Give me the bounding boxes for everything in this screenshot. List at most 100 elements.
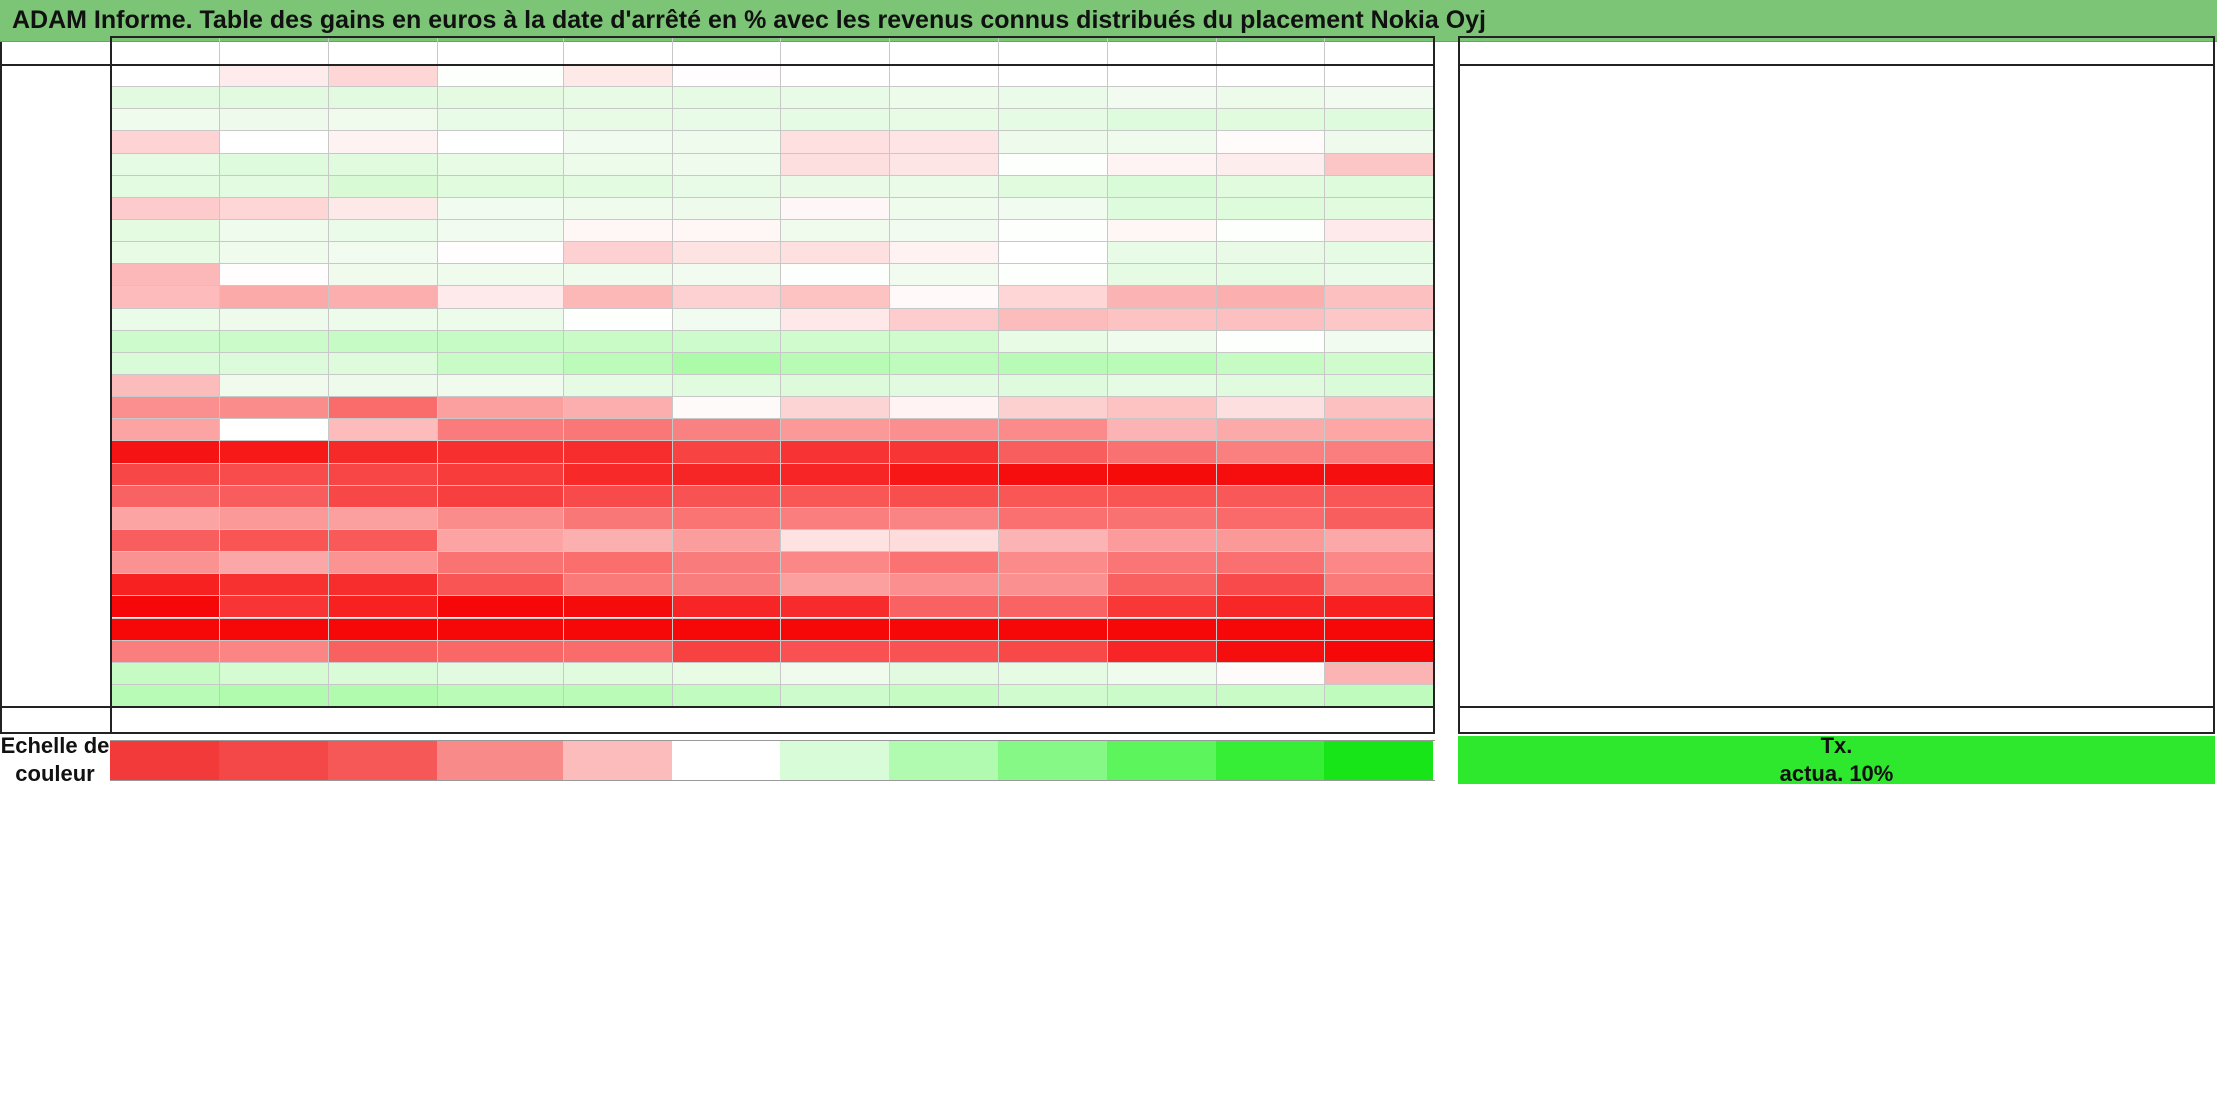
data-cell (673, 662, 780, 684)
data-cell (999, 175, 1107, 197)
data-cell (564, 242, 672, 264)
data-cell (999, 684, 1107, 707)
data-cell (329, 507, 437, 529)
data-cell (564, 684, 672, 707)
data-cell (781, 441, 889, 463)
data-cell (1108, 264, 1216, 286)
data-cell (1108, 308, 1216, 330)
data-cell (1325, 242, 1433, 264)
data-cell (1108, 485, 1216, 507)
data-cell (1108, 352, 1216, 374)
data-cell (564, 640, 672, 662)
grid-line (110, 263, 1433, 264)
data-cell (111, 330, 219, 352)
data-cell (890, 441, 998, 463)
legend-swatch (672, 740, 780, 780)
data-cell (1217, 242, 1324, 264)
data-cell (329, 65, 437, 87)
data-cell (890, 507, 998, 529)
data-cell (1325, 286, 1433, 308)
data-cell (673, 552, 780, 574)
data-cell (1217, 441, 1324, 463)
data-cell (1217, 286, 1324, 308)
grid-line (563, 36, 564, 706)
grid-line (110, 197, 1433, 198)
data-cell (673, 441, 780, 463)
data-cell (890, 529, 998, 552)
month-header (563, 36, 672, 64)
data-cell (1108, 242, 1216, 264)
data-cell (781, 552, 889, 574)
data-cell (890, 574, 998, 596)
data-cell (111, 529, 219, 552)
legend-label-line: Echelle de (0, 733, 110, 758)
data-cell (220, 485, 328, 507)
data-cell (673, 529, 780, 552)
data-cell (1108, 507, 1216, 529)
data-cell (111, 219, 219, 242)
rate-cell (1458, 285, 2215, 307)
data-cell (1325, 330, 1433, 352)
data-cell (111, 308, 219, 330)
month-header (328, 36, 437, 64)
grid-line (328, 36, 329, 706)
data-cell (220, 131, 328, 153)
year-label (0, 529, 110, 551)
data-cell (1108, 684, 1216, 707)
grid-line (110, 285, 1433, 286)
year-label (0, 507, 110, 529)
data-cell (220, 441, 328, 463)
month-header (219, 36, 328, 64)
data-cell (999, 485, 1107, 507)
data-cell (564, 374, 672, 397)
rate-cell (1458, 463, 2215, 485)
data-cell (673, 197, 780, 219)
data-cell (890, 640, 998, 662)
year-label (0, 396, 110, 418)
grid-line (110, 418, 1433, 419)
data-cell (1325, 87, 1433, 109)
data-cell (438, 330, 563, 352)
data-cell (890, 109, 998, 131)
data-cell (1325, 662, 1433, 684)
footer-cell (1216, 706, 1324, 732)
grid-line (1458, 732, 2215, 734)
year-label (0, 440, 110, 462)
data-cell (999, 441, 1107, 463)
legend-rate-line: Tx. (1820, 733, 1853, 758)
data-cell (999, 65, 1107, 87)
data-cell (673, 684, 780, 707)
data-cell (781, 330, 889, 352)
data-cell (1217, 662, 1324, 684)
data-cell (564, 419, 672, 441)
data-cell (329, 330, 437, 352)
month-header (889, 36, 998, 64)
data-cell (781, 574, 889, 596)
data-cell (438, 65, 563, 87)
data-cell (438, 352, 563, 374)
data-cell (220, 374, 328, 397)
data-cell (673, 397, 780, 419)
data-cell (438, 684, 563, 707)
data-cell (329, 352, 437, 374)
data-cell (1325, 175, 1433, 197)
grid-line (110, 551, 1433, 552)
data-cell (438, 485, 563, 507)
data-cell (220, 618, 328, 640)
data-cell (329, 529, 437, 552)
data-cell (111, 618, 219, 640)
data-cell (329, 684, 437, 707)
data-cell (673, 219, 780, 242)
legend-swatch (219, 740, 328, 780)
data-cell (890, 131, 998, 153)
data-cell (1325, 463, 1433, 485)
data-cell (438, 219, 563, 242)
footer-cell (219, 706, 328, 732)
data-cell (781, 485, 889, 507)
grid-line (0, 732, 1435, 734)
data-cell (438, 109, 563, 131)
data-cell (781, 507, 889, 529)
legend-swatch (328, 740, 437, 780)
data-cell (111, 197, 219, 219)
data-cell (999, 153, 1107, 175)
